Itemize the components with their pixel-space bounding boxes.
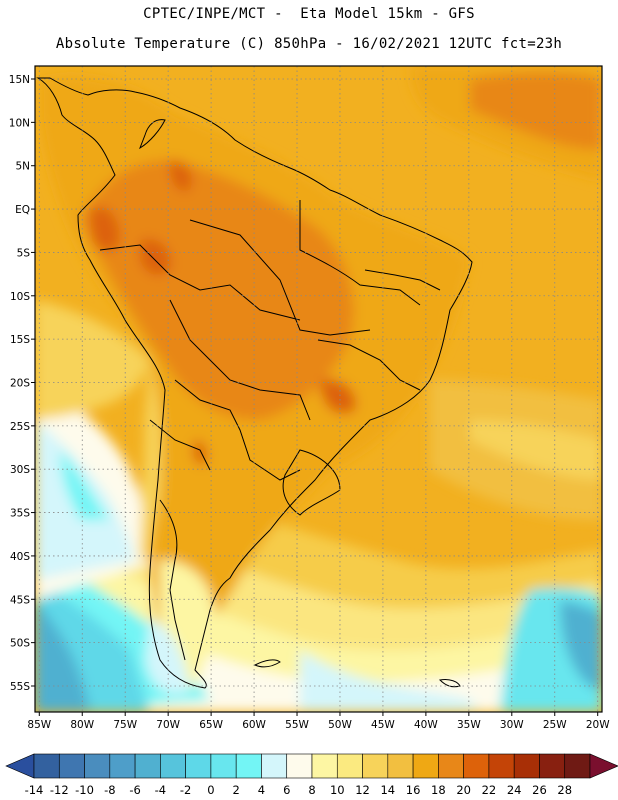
- lon-label: 30W: [500, 719, 524, 731]
- colorbar-label: 8: [308, 783, 315, 797]
- lat-label: 5S: [17, 247, 31, 259]
- colorbar-segment: [438, 753, 464, 779]
- colorbar-label: 6: [283, 783, 290, 797]
- colorbar-label: 18: [431, 783, 446, 797]
- colorbar-label: -6: [129, 783, 140, 797]
- colorbar-label: 2: [233, 783, 240, 797]
- lon-label: 80W: [70, 719, 94, 731]
- colorbar-label: -12: [50, 783, 69, 797]
- colorbar-segment: [488, 753, 515, 779]
- lat-label: 40S: [10, 551, 30, 563]
- colorbar-min-triangle: [5, 753, 35, 779]
- temperature-field: [35, 66, 602, 712]
- colorbar-segment: [134, 753, 161, 779]
- lat-label: 15S: [10, 334, 30, 346]
- lon-label: 85W: [27, 719, 51, 731]
- colorbar-segment: [210, 753, 237, 779]
- colorbar-label: 22: [482, 783, 497, 797]
- lat-label: 35S: [10, 508, 30, 520]
- lon-label: 65W: [199, 719, 223, 731]
- lon-label: 35W: [457, 719, 481, 731]
- colorbar-label: -14: [25, 783, 44, 797]
- map-frame: [34, 65, 603, 713]
- colorbar-segment: [336, 753, 363, 779]
- lat-label: 20S: [10, 377, 30, 389]
- colorbar-label: 0: [207, 783, 214, 797]
- colorbar-segment: [513, 753, 540, 779]
- colorbar-label: 16: [406, 783, 421, 797]
- colorbar-segment: [261, 753, 288, 779]
- map-title-line2: Absolute Temperature (C) 850hPa - 16/02/…: [55, 36, 563, 52]
- colorbar-segment: [109, 753, 136, 779]
- colorbar-label: 26: [532, 783, 547, 797]
- colorbar-label: -2: [180, 783, 191, 797]
- lon-label: 40W: [414, 719, 438, 731]
- lon-label: 60W: [242, 719, 266, 731]
- lat-label: 45S: [10, 594, 30, 606]
- colorbar-label: 14: [380, 783, 395, 797]
- colorbar-segment: [412, 753, 439, 779]
- latitude-labels: 15N 10N 5N EQ 5S 10S 15S 20S 25S 30S 35S 40S 45S 50S 5…: [9, 74, 35, 693]
- colorbar: -14 -12 -10 -8 -6 -4 -2 0 2 4 6 8 10 12 14 16 18 20 22 24 26…: [5, 753, 618, 797]
- colorbar-label: -10: [75, 783, 94, 797]
- colorbar-segment: [564, 753, 591, 779]
- lat-label: 50S: [10, 638, 30, 650]
- colorbar-segment: [387, 753, 414, 779]
- lat-label: EQ: [15, 204, 30, 216]
- colorbar-segment: [235, 753, 262, 779]
- colorbar-segment: [160, 753, 186, 779]
- lat-label: 5N: [15, 161, 30, 173]
- colorbar-label: 28: [557, 783, 572, 797]
- colorbar-label: 12: [355, 783, 370, 797]
- lat-label: 55S: [10, 681, 30, 693]
- colorbar-segment: [33, 753, 60, 779]
- colorbar-max-triangle: [589, 753, 618, 779]
- colorbar-label: -8: [104, 783, 115, 797]
- colorbar-segment: [58, 753, 85, 779]
- lat-label: 30S: [10, 464, 30, 476]
- lat-label: 25S: [10, 421, 30, 433]
- longitude-labels: 85W 80W 75W 70W 65W 60W 55W 50W 45W 40W 35W 30W 25W 2…: [27, 712, 610, 731]
- lat-label: 15N: [9, 74, 30, 86]
- colorbar-label: 20: [456, 783, 471, 797]
- lon-label: 25W: [543, 719, 567, 731]
- lat-label: 10N: [9, 117, 30, 129]
- colorbar-label: 24: [507, 783, 522, 797]
- colorbar-segment: [539, 753, 566, 779]
- lon-label: 55W: [285, 719, 309, 731]
- colorbar-segment: [463, 753, 490, 779]
- colorbar-segment: [84, 753, 111, 779]
- lon-label: 45W: [371, 719, 395, 731]
- colorbar-segment: [362, 753, 389, 779]
- colorbar-segment: [286, 753, 313, 779]
- coastlines: [36, 77, 473, 689]
- colorbar-segment: [311, 753, 338, 779]
- lon-label: 70W: [156, 719, 180, 731]
- colorbar-label: 10: [330, 783, 345, 797]
- colorbar-segment: [185, 753, 212, 779]
- map-title-line1: CPTEC/INPE/MCT - Eta Model 15km - GFS: [143, 6, 475, 22]
- lat-label: 10S: [10, 291, 30, 303]
- colorbar-label: -4: [155, 783, 166, 797]
- lon-label: 50W: [328, 719, 352, 731]
- lon-label: 75W: [113, 719, 137, 731]
- graticule: [35, 66, 602, 712]
- lon-label: 20W: [586, 719, 610, 731]
- colorbar-label: 4: [258, 783, 265, 797]
